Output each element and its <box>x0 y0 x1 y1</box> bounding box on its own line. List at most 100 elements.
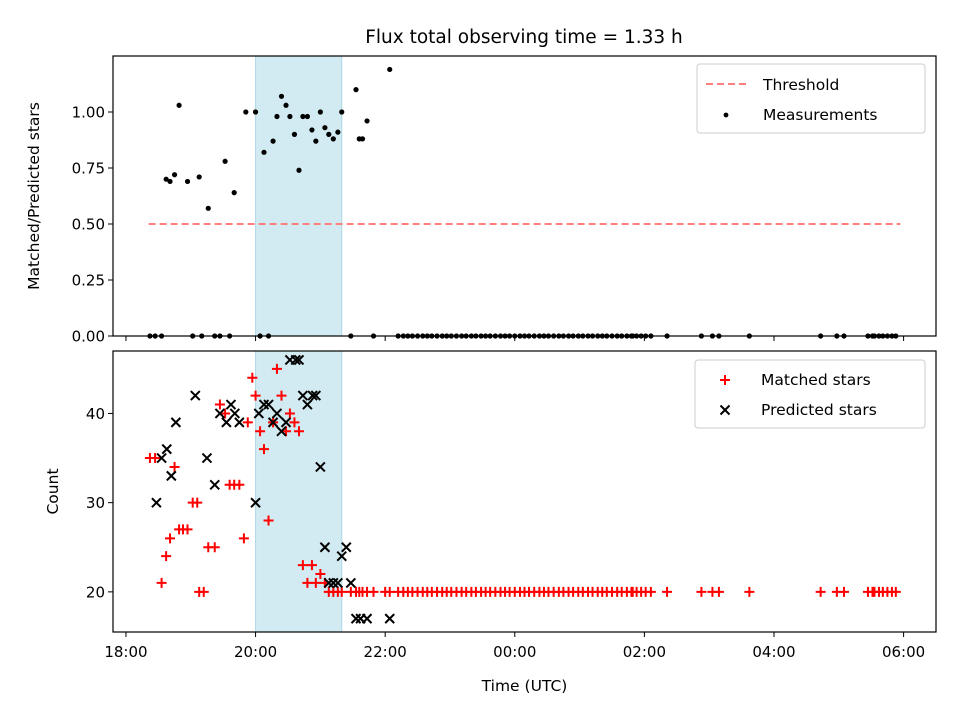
measurement-point <box>364 118 370 124</box>
matched-star-point <box>169 461 180 472</box>
predicted-star-point <box>332 577 344 589</box>
y-tick-label: 20 <box>86 583 105 601</box>
matched-star-point <box>271 363 282 374</box>
predicted-star-point <box>361 613 373 624</box>
measurement-point <box>339 109 345 115</box>
predicted-star-point <box>190 390 201 401</box>
measurement-point <box>317 109 323 115</box>
measurement-point <box>231 190 237 196</box>
matched-star-point <box>662 586 673 597</box>
matched-star-point <box>310 577 321 588</box>
y-tick-label: 30 <box>86 494 105 512</box>
matched-star-point <box>890 586 901 597</box>
matched-star-point <box>284 408 295 419</box>
legend-frame <box>694 359 926 429</box>
legend-predicted-swatch <box>719 404 731 416</box>
measurement-point <box>330 136 336 142</box>
matched-star-point <box>161 551 172 562</box>
predicted-star-point <box>161 443 172 455</box>
measurement-point <box>322 125 328 131</box>
measurement-point <box>270 138 276 144</box>
predicted-star-point <box>307 390 318 401</box>
predicted-star-point <box>250 497 261 508</box>
measurement-point <box>304 113 311 120</box>
top-panel: 0.00 0.25 0.50 0.75 1.00 Matched/Predicted st… <box>25 55 937 346</box>
matched-star-point <box>696 586 707 597</box>
predicted-star-point <box>221 417 232 428</box>
legend-matched-swatch <box>720 375 730 385</box>
matched-star-point <box>302 577 313 588</box>
matched-star-point <box>250 390 261 401</box>
x-tick-label: 04:00 <box>752 643 795 661</box>
x-tick-label: 18:00 <box>104 643 147 661</box>
measurement-point <box>171 172 178 178</box>
x-tick-label: 00:00 <box>493 643 536 661</box>
x-tick-label: 06:00 <box>882 643 925 661</box>
measurement-point <box>252 109 259 115</box>
measurement-point <box>387 66 393 73</box>
predicted-star-point <box>350 613 362 624</box>
matched-star-point <box>156 577 167 588</box>
predicted-star-point <box>293 354 305 366</box>
y-tick-label: 0.50 <box>72 216 105 234</box>
x-tick-label: 02:00 <box>623 643 666 661</box>
predicted-star-point <box>170 417 182 428</box>
x-axis-label: Time (UTC) <box>481 677 568 695</box>
predicted-star-point <box>345 577 357 589</box>
predicted-star-point <box>234 417 245 428</box>
predicted-star-point <box>156 452 167 464</box>
measurement-point <box>296 167 302 173</box>
matched-star-point <box>744 586 755 597</box>
legend-frame <box>696 63 926 134</box>
measurement-point <box>243 109 249 115</box>
y-tick-label: 1.00 <box>72 104 105 122</box>
measurement-point <box>291 131 298 137</box>
legend-threshold-label: Threshold <box>762 76 839 94</box>
y-tick-label: 40 <box>86 405 105 423</box>
measurement-point <box>205 205 211 211</box>
measurement-point <box>300 113 306 120</box>
matched-star-point <box>182 524 193 535</box>
predicted-star-point <box>258 399 270 410</box>
y-tick-label: 0.00 <box>72 328 105 346</box>
predicted-star-point <box>214 408 226 419</box>
measurement-point <box>261 149 267 155</box>
matched-star-point <box>336 586 347 597</box>
axes-frame <box>112 350 937 633</box>
predicted-star-point <box>151 497 162 508</box>
predicted-star-point <box>263 399 274 410</box>
predicted-star-point <box>336 550 347 562</box>
measurement-point <box>167 178 173 185</box>
measurement-point <box>163 176 169 182</box>
axes-frame <box>112 55 937 337</box>
matched-star-point <box>263 515 274 526</box>
legend-measurements-swatch <box>723 112 729 118</box>
measurement-point <box>196 174 202 180</box>
measurement-point <box>274 113 280 120</box>
matched-star-point <box>238 533 249 544</box>
predicted-star-point <box>315 461 326 473</box>
y-axis-label: Count <box>44 468 62 514</box>
predicted-star-point <box>280 417 292 428</box>
observing-interval-shade <box>255 55 343 337</box>
matched-star-point <box>368 586 379 597</box>
matched-star-point <box>192 497 203 508</box>
predicted-star-point <box>166 470 177 482</box>
legend: Matched stars Predicted stars <box>694 359 926 429</box>
predicted-star-point <box>209 479 220 491</box>
matched-star-point <box>220 408 231 419</box>
predicted-star-point <box>271 408 283 419</box>
predicted-star-point <box>267 417 279 428</box>
matched-star-point <box>645 586 656 597</box>
matched-star-point <box>315 569 326 580</box>
predicted-star-point <box>310 390 322 401</box>
legend-matched-label: Matched stars <box>761 371 871 389</box>
predicted-star-point <box>384 613 395 624</box>
matched-star-point <box>384 586 395 597</box>
predicted-star-point <box>201 452 213 464</box>
matched-star-point <box>838 586 849 597</box>
matched-star-point <box>150 453 161 464</box>
measurement-point <box>278 93 285 99</box>
matched-star-point <box>276 390 287 401</box>
